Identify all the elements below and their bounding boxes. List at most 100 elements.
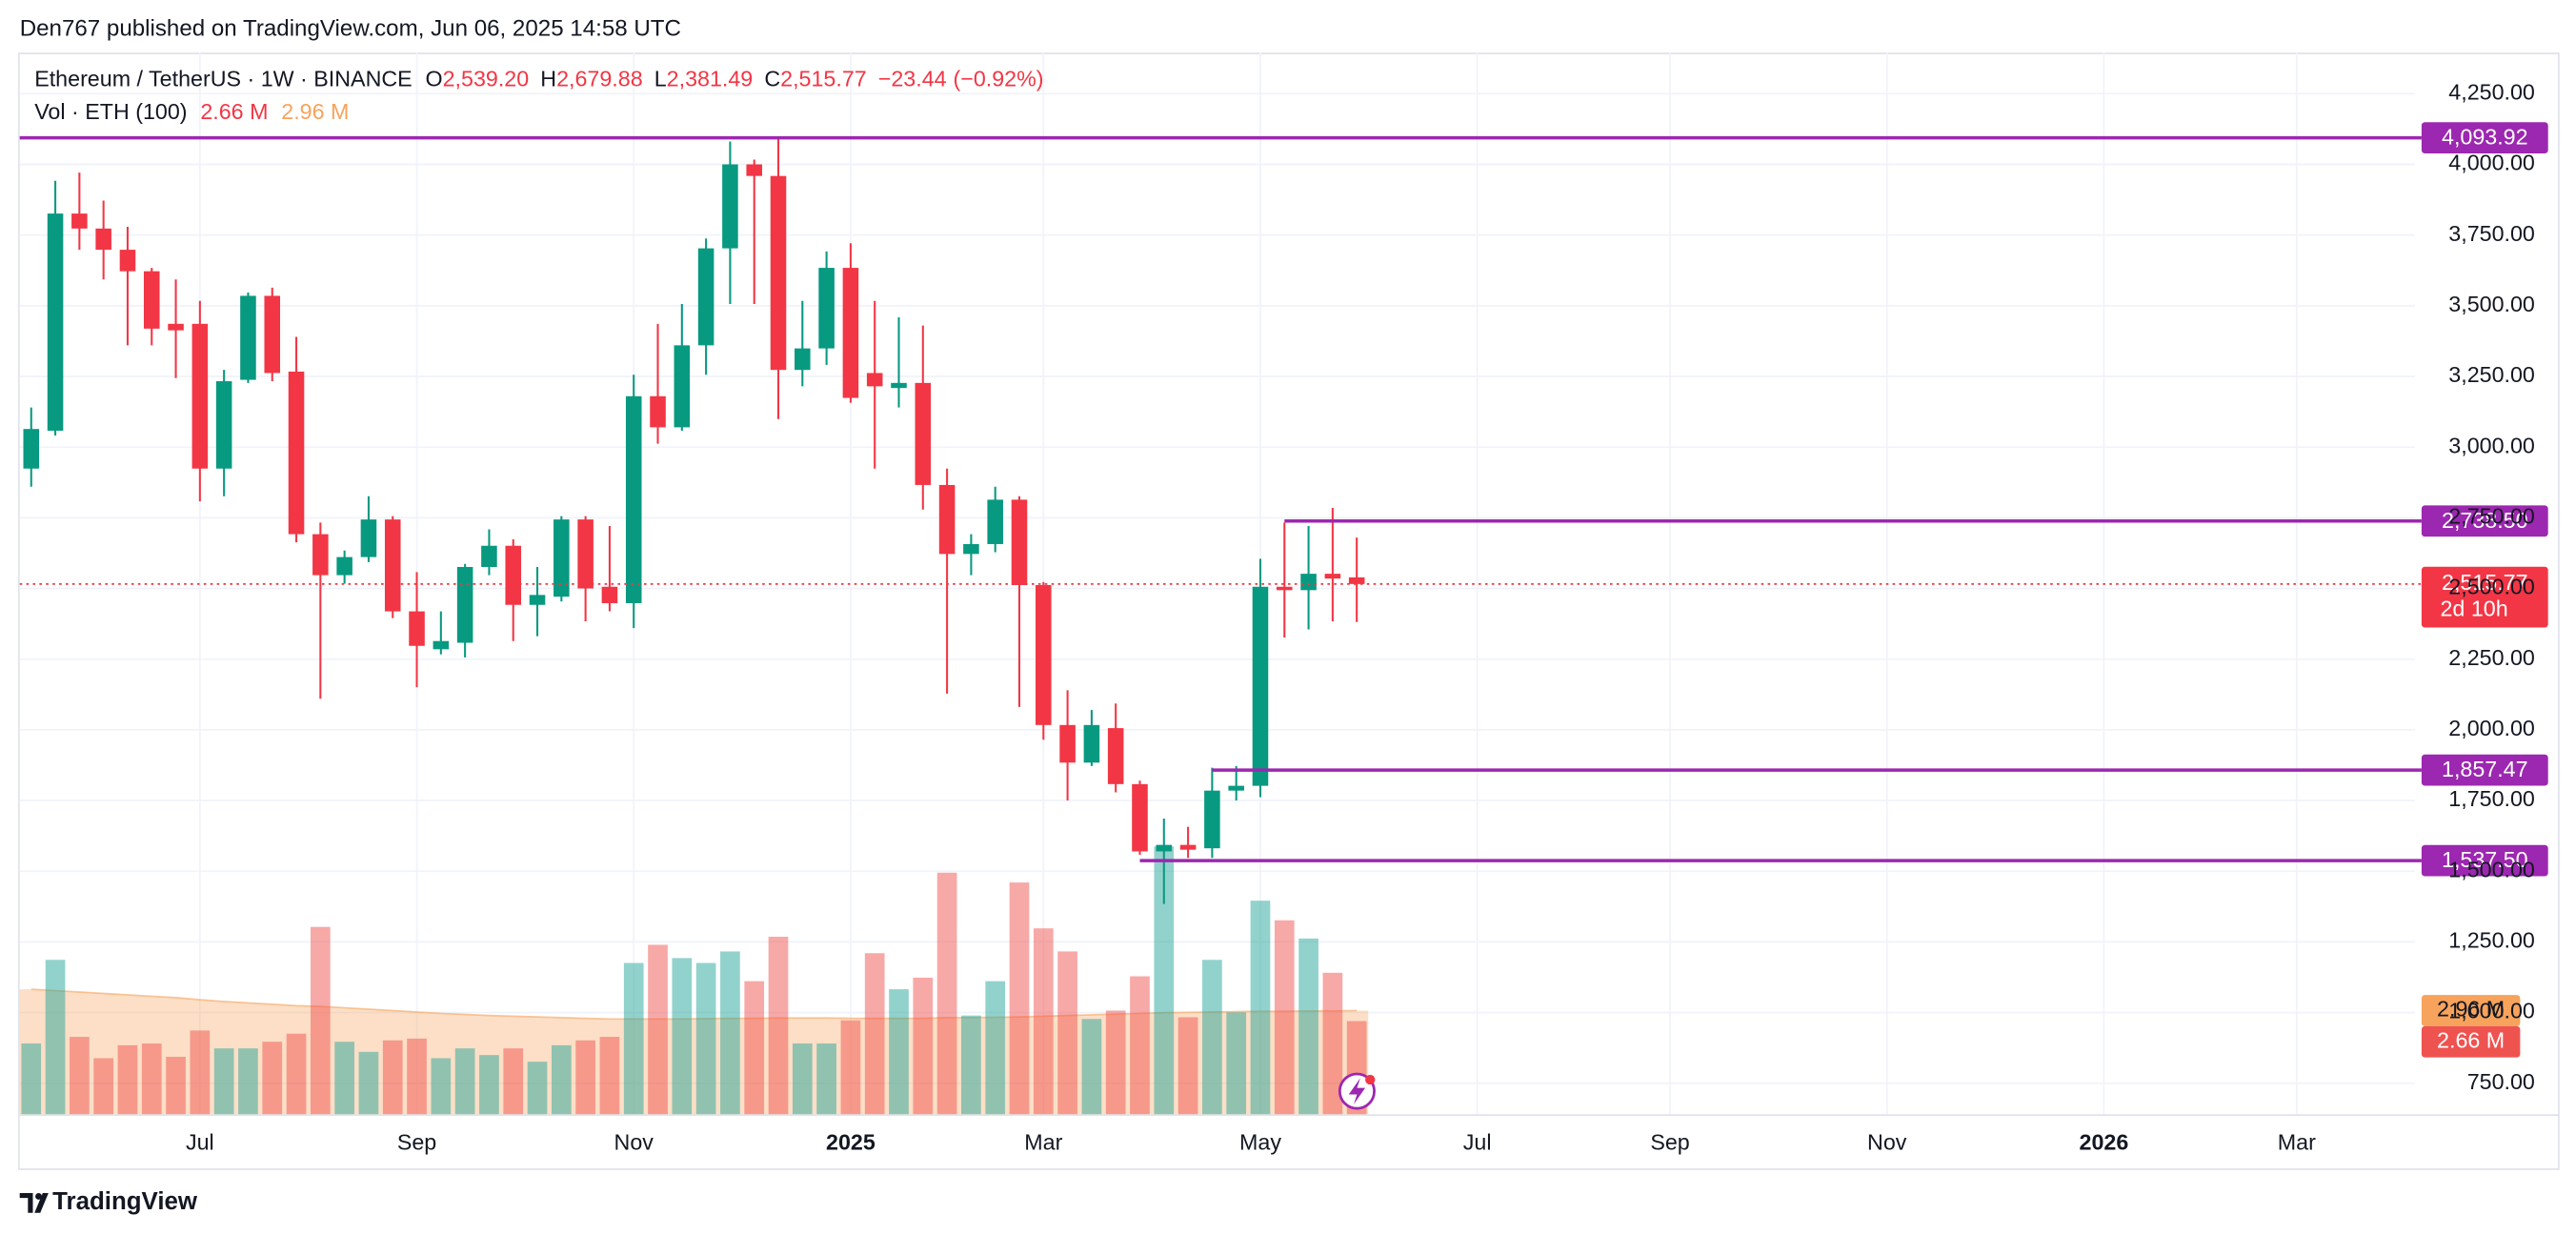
x-tick-label: Jul (186, 1129, 214, 1154)
volume-bar (623, 962, 644, 1115)
candle-body (23, 429, 40, 469)
volume-bar (1105, 1010, 1126, 1115)
legend-ohlc-key: L (654, 67, 667, 91)
volume-bar (961, 1015, 981, 1115)
chart-frame (17, 52, 2560, 1170)
legend-volume-title: Vol · ETH (100) (34, 99, 187, 124)
volume-bar (792, 1043, 813, 1115)
legend-symbol-row: Ethereum / TetherUS · 1W · BINANCE O2,539… (34, 67, 1043, 91)
y-tick-label: 4,000.00 (2448, 151, 2535, 175)
volume-bar (1081, 1019, 1102, 1115)
y-tick-label: 3,250.00 (2448, 362, 2535, 387)
level-label: 2,738.50 (2442, 508, 2528, 533)
volume-bar (1298, 938, 1318, 1115)
x-tick-label: 2026 (2080, 1129, 2129, 1154)
volume-bar (575, 1040, 595, 1115)
legend-volume-value: 2.66 M (200, 99, 268, 124)
x-tick-label: Sep (397, 1129, 436, 1154)
candle-body (722, 164, 738, 249)
volume-bar (70, 1037, 90, 1115)
candle-body (625, 395, 642, 603)
volume-bar (286, 1033, 307, 1115)
level-label-box (2421, 122, 2548, 154)
volume-ma-tag: 2.96 M (2437, 997, 2505, 1022)
x-tick-label: Mar (2278, 1129, 2316, 1154)
candle-body (818, 268, 835, 349)
volume-bar (213, 1048, 234, 1115)
level-label-box (2421, 754, 2548, 786)
volume-bar (190, 1030, 211, 1115)
footer-brand: TradingView (52, 1188, 198, 1215)
volume-tag: 2.66 M (2437, 1027, 2505, 1052)
volume-ma-tag-box (2421, 995, 2521, 1026)
volume-bar (1226, 1012, 1247, 1115)
x-tick-label: Jul (1463, 1129, 1492, 1154)
candle-body (1059, 724, 1076, 763)
candle-body (119, 250, 136, 272)
candle-body (915, 382, 932, 485)
volume-bar (913, 977, 934, 1115)
volume-bar (840, 1020, 861, 1115)
candle-body (1107, 728, 1124, 784)
volume-bar (1033, 928, 1054, 1115)
legend-ohlc-value: 2,381.49 (667, 67, 754, 91)
volume-bar (454, 1048, 475, 1115)
candle-body (456, 566, 473, 643)
volume-bar (744, 981, 765, 1115)
x-tick-label: Mar (1024, 1129, 1062, 1154)
volume-bar (45, 960, 66, 1115)
volume-bar (1274, 920, 1295, 1115)
candle-body (47, 213, 64, 431)
candle-body (191, 323, 209, 469)
volume-bar (864, 953, 885, 1115)
candle-body (71, 213, 88, 229)
legend-symbol: Ethereum / TetherUS · 1W · BINANCE (34, 67, 413, 91)
volume-bar (166, 1056, 186, 1115)
y-tick-label: 3,500.00 (2448, 292, 2535, 316)
candle-body (746, 164, 762, 176)
candle-body (987, 499, 1003, 544)
legend-volume-ma-value: 2.96 M (281, 99, 349, 124)
volume-bar (720, 951, 740, 1115)
candle-body (770, 175, 787, 371)
volume-bar (431, 1058, 452, 1115)
y-tick-label: 2,000.00 (2448, 716, 2535, 740)
level-label: 1,537.50 (2442, 847, 2528, 872)
volume-pane (19, 846, 1369, 1115)
countdown-label: 2d 10h (2440, 597, 2507, 621)
volume-bar (936, 872, 957, 1115)
level-label-box (2421, 844, 2548, 877)
volume-ma-area (19, 989, 1369, 1115)
last-price-box (2421, 566, 2548, 628)
candle-body (409, 611, 425, 646)
volume-bar (262, 1042, 283, 1115)
volume-bar (816, 1043, 836, 1115)
level-label: 4,093.92 (2442, 125, 2528, 150)
volume-bar (382, 1040, 403, 1115)
candle-body (264, 295, 281, 374)
level-label: 1,857.47 (2442, 757, 2528, 781)
candle-body (1204, 790, 1220, 849)
candle-body (336, 557, 352, 576)
volume-bar (527, 1062, 548, 1115)
candle-body (1348, 577, 1365, 584)
y-tick-label: 4,250.00 (2448, 79, 2535, 104)
volume-bar (238, 1048, 258, 1115)
axes: 750.00 1,000.00 1,250.00 1,500.00 1,750.00 2,… (186, 79, 2535, 1154)
legend-ohlc-key: H (540, 67, 556, 91)
candle-body (938, 484, 956, 555)
x-tick-label: May (1239, 1129, 1281, 1154)
volume-bar (1202, 960, 1222, 1115)
candle-body (1156, 844, 1173, 852)
y-tick-label: 2,250.00 (2448, 645, 2535, 670)
level-label-box (2421, 505, 2548, 537)
candle-body (288, 371, 305, 535)
candle-body (240, 295, 256, 380)
volume-bar (21, 1043, 42, 1115)
candle-body (1300, 574, 1317, 591)
candle-body (1036, 584, 1052, 725)
y-tick-label: 750.00 (2467, 1069, 2535, 1094)
legend-ohlc-value: 2,515.77 (780, 67, 867, 91)
y-tick-label: 1,750.00 (2448, 786, 2535, 811)
candle-body (312, 534, 329, 576)
